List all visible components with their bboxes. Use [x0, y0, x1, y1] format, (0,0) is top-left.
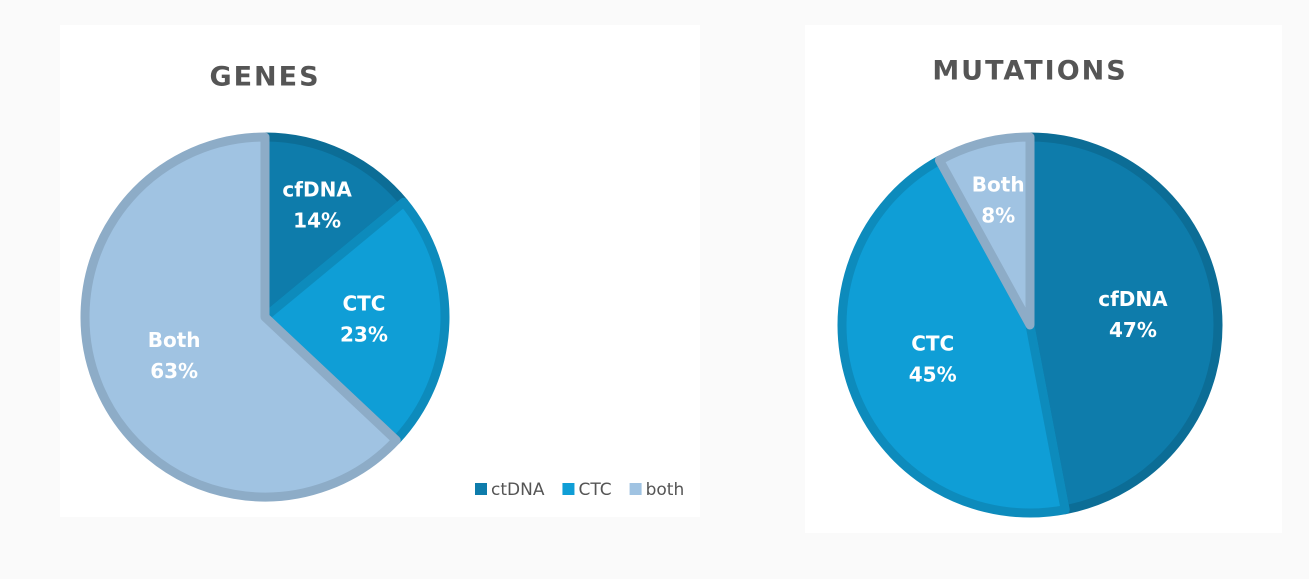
pie-slice — [934, 132, 1035, 330]
legend-label: CTC — [578, 480, 611, 500]
slice-label: CTC — [911, 332, 954, 356]
value-label: 45% — [909, 363, 957, 387]
pie-slice — [1025, 132, 1223, 515]
value-label: 47% — [1109, 318, 1157, 342]
slice-label: cfDNA — [1098, 287, 1168, 311]
chart-title: MUTATIONS — [932, 56, 1127, 87]
pie-slice — [837, 155, 1070, 518]
value-label: 23% — [340, 323, 388, 347]
value-label: 63% — [150, 359, 198, 383]
legend-swatch — [562, 483, 575, 495]
slice-label: CTC — [342, 292, 385, 316]
value-label: 8% — [981, 204, 1015, 228]
legend-label: ctDNA — [491, 480, 545, 500]
pie-slice — [260, 197, 450, 445]
legend-swatch — [629, 483, 642, 495]
slice-label: cfDNA — [282, 178, 352, 202]
pie-slice — [260, 132, 409, 322]
pie-slice — [80, 132, 401, 502]
legend-label: both — [646, 480, 685, 500]
chart-title: GENES — [209, 62, 320, 93]
value-label: 14% — [293, 209, 341, 233]
slice-label: Both — [972, 173, 1025, 197]
legend-swatch — [475, 483, 487, 495]
slice-label: Both — [148, 328, 201, 352]
